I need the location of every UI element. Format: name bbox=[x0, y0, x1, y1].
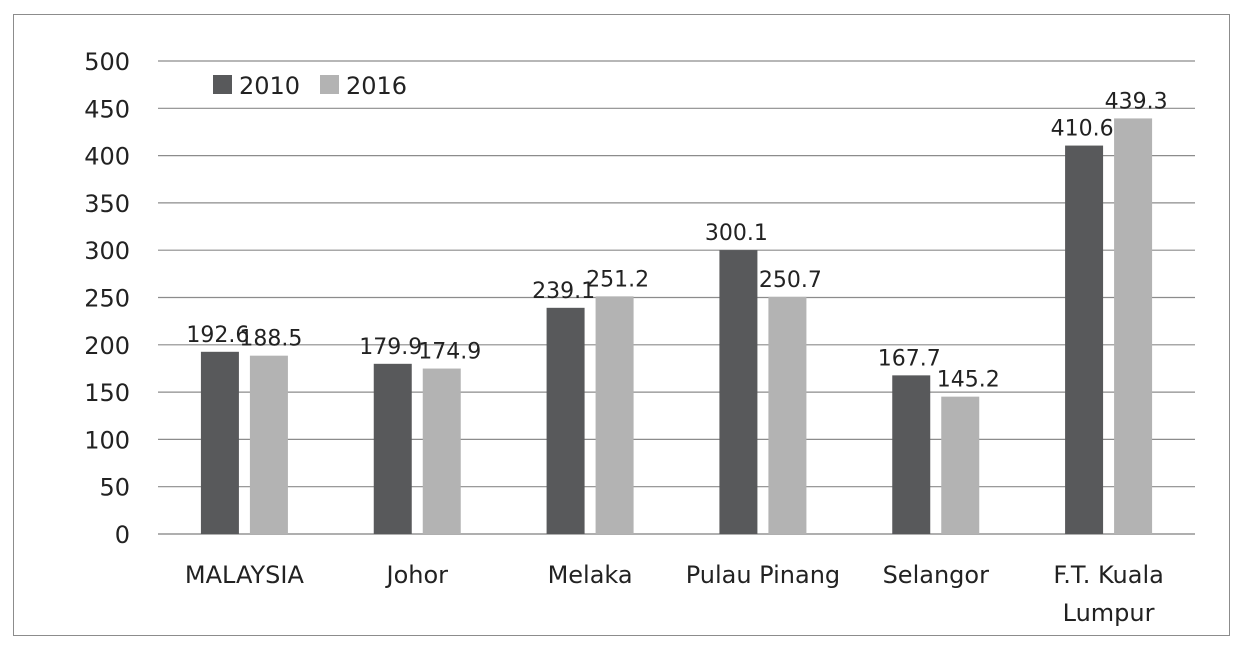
gridlines bbox=[158, 60, 1195, 535]
data-label: 439.3 bbox=[1105, 89, 1168, 114]
y-tick-label: 350 bbox=[84, 190, 130, 218]
x-category-label: Selangor bbox=[883, 561, 990, 589]
legend-swatch-2010 bbox=[213, 75, 232, 94]
y-axis-ticks: 0 50 100 150 200 250 300 350 400 450 500 bbox=[84, 48, 130, 549]
legend-label: 2010 bbox=[239, 72, 300, 100]
y-tick-label: 400 bbox=[84, 143, 130, 171]
x-category-label: F.T. Kuala bbox=[1053, 561, 1163, 589]
x-category-label: MALAYSIA bbox=[185, 561, 305, 589]
legend: 2010 2016 bbox=[213, 72, 407, 100]
x-category-label: Johor bbox=[384, 561, 448, 589]
data-label: 300.1 bbox=[705, 221, 768, 246]
y-tick-label: 0 bbox=[115, 521, 130, 549]
bar-2016-5 bbox=[1114, 118, 1153, 534]
y-tick-label: 500 bbox=[84, 48, 130, 76]
bar-2016-2 bbox=[595, 296, 634, 534]
data-label: 174.9 bbox=[418, 340, 481, 365]
y-tick-label: 250 bbox=[84, 285, 130, 313]
bars bbox=[200, 118, 1153, 535]
data-label: 410.6 bbox=[1051, 117, 1114, 142]
legend-label: 2016 bbox=[346, 72, 407, 100]
bar-2010-2 bbox=[546, 307, 585, 534]
data-label: 188.5 bbox=[239, 327, 302, 352]
data-label: 250.7 bbox=[759, 268, 822, 293]
bar-2010-0 bbox=[200, 351, 239, 534]
x-category-label: Pulau Pinang bbox=[686, 561, 840, 589]
data-label: 192.6 bbox=[186, 323, 249, 348]
y-tick-label: 450 bbox=[84, 95, 130, 123]
bar-2010-5 bbox=[1065, 145, 1104, 535]
y-tick-label: 100 bbox=[84, 426, 130, 454]
x-category-label: Melaka bbox=[548, 561, 633, 589]
bar-2010-1 bbox=[373, 363, 412, 534]
data-label: 251.2 bbox=[586, 267, 649, 292]
data-label: 179.9 bbox=[359, 335, 422, 360]
legend-swatch-2016 bbox=[320, 75, 339, 94]
x-axis-categories: MALAYSIA Johor Melaka Pulau Pinang Selangor F… bbox=[185, 561, 1164, 627]
bar-2016-1 bbox=[422, 368, 461, 534]
y-tick-label: 50 bbox=[99, 474, 130, 502]
y-tick-label: 150 bbox=[84, 379, 130, 407]
data-label: 145.2 bbox=[937, 368, 1000, 393]
bar-2016-4 bbox=[941, 396, 980, 534]
data-label: 239.1 bbox=[532, 279, 595, 304]
bar-2010-3 bbox=[719, 250, 758, 534]
x-category-label: Lumpur bbox=[1063, 599, 1155, 627]
bar-2010-4 bbox=[892, 375, 931, 534]
bar-2016-0 bbox=[249, 355, 288, 534]
y-tick-label: 200 bbox=[84, 332, 130, 360]
data-label: 167.7 bbox=[878, 346, 941, 371]
bar-2016-3 bbox=[768, 296, 807, 534]
y-tick-label: 300 bbox=[84, 237, 130, 265]
